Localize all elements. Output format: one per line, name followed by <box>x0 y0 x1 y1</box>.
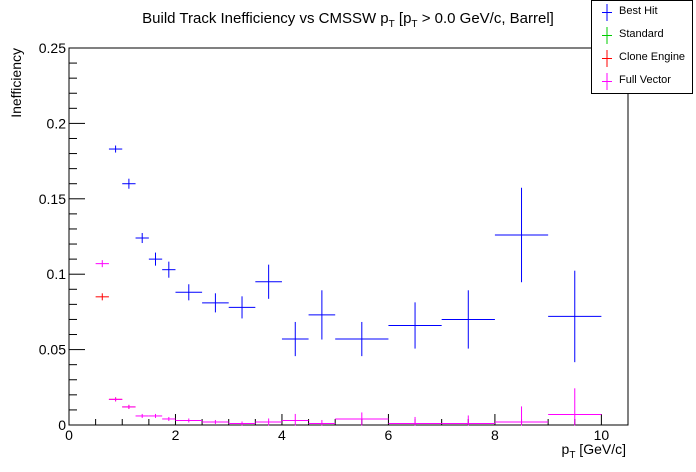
data-point <box>202 419 229 424</box>
data-point <box>95 260 109 268</box>
series-best-hit <box>108 145 602 363</box>
data-point <box>148 413 163 418</box>
data-point <box>228 296 256 319</box>
data-point <box>335 321 389 357</box>
y-tick-label: 0.1 <box>47 266 67 282</box>
x-tick-label: 6 <box>385 427 393 443</box>
legend-entry-best-hit: Best Hit <box>592 1 692 24</box>
data-marks <box>95 145 602 426</box>
data-point <box>228 421 256 426</box>
axes: 0 2 4 6 8 10 0 0.05 0.1 0.15 0.2 0.25 <box>39 40 629 443</box>
y-tick-label: 0.25 <box>39 40 66 56</box>
data-point <box>494 406 549 426</box>
x-tick-label: 2 <box>172 427 180 443</box>
data-point <box>335 412 389 426</box>
data-point <box>255 418 282 426</box>
legend-label: Standard <box>619 28 664 40</box>
legend-entry-standard: Standard <box>592 24 692 47</box>
data-point <box>175 418 203 423</box>
x-axis-title: pT [GeV/c] <box>562 441 626 461</box>
data-point <box>135 413 149 418</box>
data-point <box>441 290 495 349</box>
series-clone-engine <box>95 293 136 409</box>
data-point <box>441 415 495 426</box>
data-point <box>281 413 309 426</box>
legend-marker-full-vector <box>602 73 612 90</box>
data-point <box>308 290 336 340</box>
data-point <box>308 419 336 426</box>
x-tick-label: 4 <box>278 427 286 443</box>
data-point <box>255 264 282 299</box>
chart-title: Build Track Inefficiency vs CMSSW pT [pT… <box>142 10 554 30</box>
data-point <box>162 416 176 421</box>
data-point <box>122 404 136 409</box>
y-axis-title: Inefficiency <box>8 48 24 118</box>
data-point <box>494 187 549 283</box>
legend-label: Clone Engine <box>619 51 686 63</box>
data-point <box>135 232 149 244</box>
x-tick-label: 0 <box>65 427 73 443</box>
legend-marker-standard <box>602 27 612 44</box>
x-tick-label: 8 <box>491 427 499 443</box>
data-point <box>388 416 442 426</box>
legend-marker-clone-engine <box>602 50 612 67</box>
legend: Best Hit Standard Clone Engine Full Vect… <box>591 0 693 94</box>
data-point <box>548 270 602 363</box>
legend-entry-full-vector: Full Vector <box>592 70 692 93</box>
data-point <box>95 293 109 301</box>
legend-entry-clone-engine: Clone Engine <box>592 47 692 70</box>
data-point <box>108 145 123 153</box>
series-full-vector <box>95 260 602 426</box>
data-point <box>148 252 163 266</box>
y-tick-label: 0 <box>58 417 66 433</box>
plot-frame <box>68 47 629 426</box>
data-point <box>548 388 602 426</box>
y-tick-label: 0.2 <box>47 115 67 131</box>
legend-marker-best-hit <box>602 4 612 21</box>
y-tick-label: 0.05 <box>39 342 66 358</box>
x-tick-label: 10 <box>594 427 610 443</box>
legend-label: Full Vector <box>619 74 671 86</box>
y-tick-label: 0.15 <box>39 191 66 207</box>
data-point <box>388 302 442 349</box>
data-point <box>202 293 229 313</box>
data-point <box>175 284 203 301</box>
data-point <box>108 397 123 402</box>
legend-label: Best Hit <box>619 5 658 17</box>
data-point <box>122 178 136 189</box>
data-point <box>281 321 309 357</box>
data-point <box>162 261 176 278</box>
